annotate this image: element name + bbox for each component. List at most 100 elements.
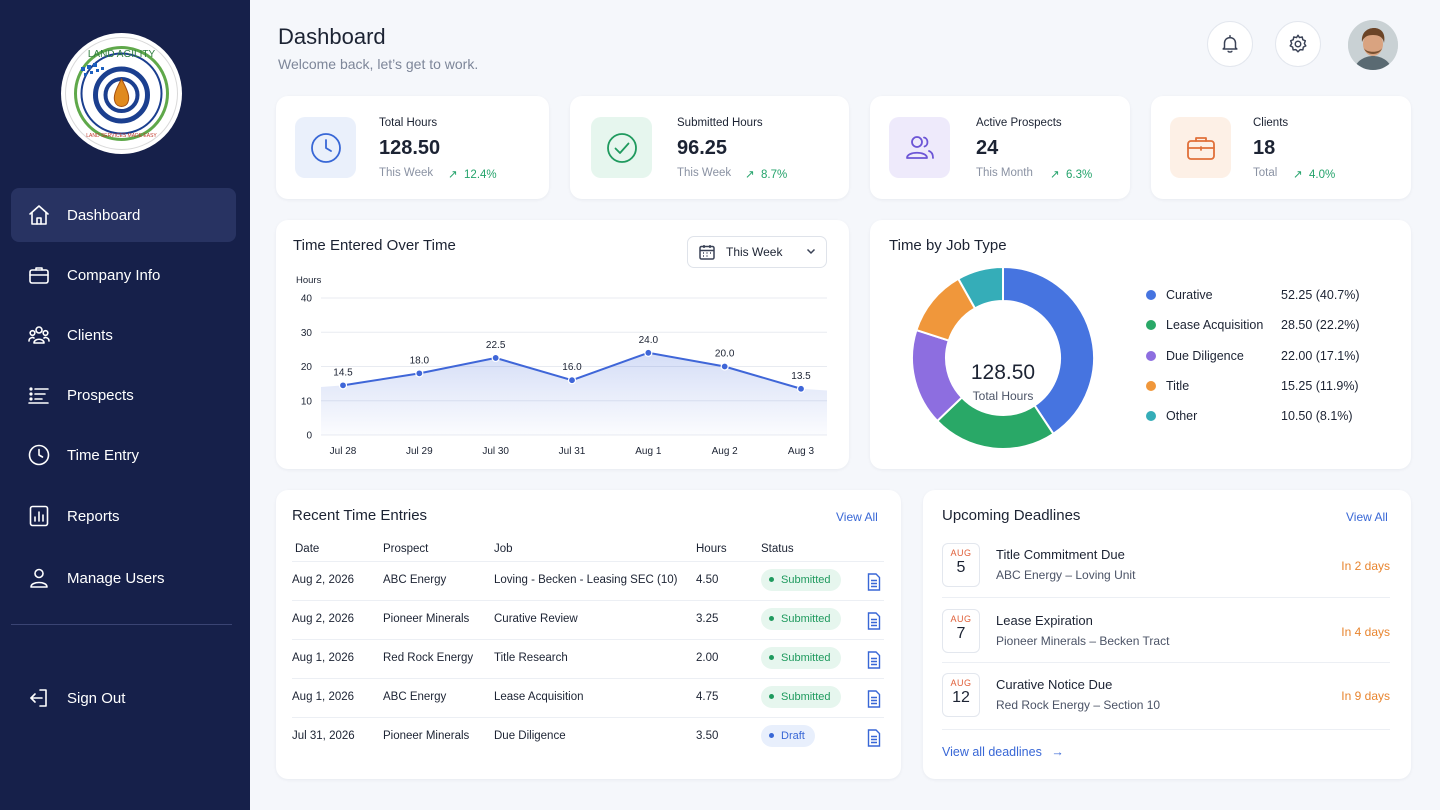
cell-job: Loving - Becken - Leasing SEC (10) (494, 574, 678, 586)
company-logo[interactable]: LAND AGILITY LAND SERVICES MADE EASY (61, 33, 182, 154)
data-point[interactable] (644, 348, 653, 357)
table-row[interactable]: Jul 31, 2026 Pioneer Minerals Due Dilige… (292, 717, 884, 756)
trend-up-icon: ↗ (448, 169, 458, 181)
sidebar-item-time-entry[interactable]: Time Entry (11, 428, 236, 482)
sidebar-item-manage-users[interactable]: Manage Users (11, 551, 236, 605)
page-title: Dashboard (278, 24, 386, 49)
sign-out-button[interactable]: Sign Out (11, 671, 236, 725)
recent-entries-title: Recent Time Entries (292, 507, 428, 524)
x-tick-label: Aug 1 (635, 446, 662, 457)
stat-card-active-prospects[interactable]: Active Prospects 24 This Month ↗ 6.3% (870, 96, 1130, 199)
date-range-dropdown[interactable]: This Week (687, 236, 827, 268)
stat-card-total-hours[interactable]: Total Hours 128.50 This Week ↗ 12.4% (276, 96, 549, 199)
deadline-month: AUG (950, 678, 972, 688)
avatar-photo (1348, 20, 1398, 70)
cell-date: Aug 2, 2026 (292, 613, 355, 625)
data-point[interactable] (567, 376, 577, 385)
sidebar-item-reports[interactable]: Reports (11, 489, 236, 543)
data-point[interactable] (491, 353, 500, 363)
stat-card-submitted-hours[interactable]: Submitted Hours 96.25 This Week ↗ 8.7% (570, 96, 849, 199)
data-point[interactable] (338, 381, 348, 390)
sidebar-divider (11, 624, 232, 625)
trend-value: 6.3% (1066, 169, 1093, 181)
deadline-month: AUG (950, 614, 972, 624)
divider (942, 597, 1390, 598)
table-row[interactable]: Aug 2, 2026 ABC Energy Loving - Becken -… (292, 561, 884, 600)
sidebar-item-label: Clients (67, 326, 113, 344)
data-label: 22.5 (486, 340, 506, 351)
stat-icon-box (591, 117, 652, 178)
notifications-button[interactable] (1207, 21, 1253, 67)
divider (942, 662, 1390, 663)
sidebar-item-label: Reports (67, 507, 120, 525)
y-tick-label: 40 (301, 294, 313, 305)
arrow-right-icon: → (1051, 745, 1064, 759)
table-row[interactable]: Aug 1, 2026 Red Rock Energy Title Resear… (292, 639, 884, 678)
settings-button[interactable] (1275, 21, 1321, 67)
page-subtitle: Welcome back, let’s get to work. (278, 56, 479, 72)
view-all-deadlines-link[interactable]: View all deadlines → (942, 745, 1064, 759)
column-header-date[interactable]: Date (295, 543, 320, 555)
series-line (342, 351, 802, 390)
x-tick-label: Aug 3 (788, 446, 815, 457)
data-label: 14.5 (333, 367, 353, 378)
document-icon[interactable] (866, 573, 882, 591)
clock-icon (310, 132, 341, 163)
column-header-hours[interactable]: Hours (696, 543, 727, 555)
stat-card-clients[interactable]: Clients 18 Total ↗ 4.0% (1151, 96, 1411, 199)
data-point[interactable] (796, 384, 806, 393)
recent-view-all-link[interactable]: View All (836, 510, 878, 524)
legend-label: Lease Acquisition (1166, 318, 1264, 333)
table-row[interactable]: Aug 2, 2026 Pioneer Minerals Curative Re… (292, 600, 884, 639)
table-row[interactable]: Aug 1, 2026 ABC Energy Lease Acquisition… (292, 678, 884, 717)
deadline-item[interactable]: AUG 5 Title Commitment Due ABC Energy – … (942, 543, 1390, 607)
document-icon[interactable] (866, 651, 882, 669)
home-icon (27, 203, 51, 227)
deadline-due: In 4 days (1341, 625, 1390, 639)
sign-out-icon (27, 686, 51, 710)
x-tick-label: Jul 29 (406, 446, 433, 457)
deadline-item[interactable]: AUG 7 Lease Expiration Pioneer Minerals … (942, 609, 1390, 673)
stat-period: Total (1253, 167, 1278, 179)
deadline-subtitle: Pioneer Minerals – Becken Tract (996, 634, 1170, 648)
trend-value: 12.4% (464, 169, 497, 181)
cell-prospect: Pioneer Minerals (383, 613, 470, 625)
column-header-job[interactable]: Job (494, 543, 513, 555)
cell-prospect: Red Rock Energy (383, 652, 474, 664)
stat-value: 24 (976, 137, 999, 159)
stat-trend: ↗ 6.3% (1050, 167, 1092, 181)
stat-trend: ↗ 4.0% (1293, 167, 1335, 181)
sidebar-item-clients[interactable]: Clients (11, 308, 236, 362)
sidebar-item-prospects[interactable]: Prospects (11, 368, 236, 422)
deadline-date-badge: AUG 7 (942, 609, 980, 653)
column-header-status[interactable]: Status (761, 543, 794, 555)
deadlines-title: Upcoming Deadlines (942, 507, 1081, 524)
stat-period: This Week (677, 167, 732, 179)
stat-icon-box (889, 117, 950, 178)
data-point[interactable] (415, 369, 424, 378)
sidebar-item-dashboard[interactable]: Dashboard (11, 188, 236, 242)
briefcase-icon (27, 263, 51, 287)
legend-swatch (1146, 290, 1156, 300)
status-badge: Submitted (761, 608, 841, 630)
document-icon[interactable] (866, 690, 882, 708)
check-circle-icon (606, 132, 637, 163)
stat-trend: ↗ 8.7% (745, 167, 787, 181)
deadline-subtitle: ABC Energy – Loving Unit (996, 568, 1136, 582)
legend-value: 28.50 (22.2%) (1281, 318, 1360, 333)
column-header-prospect[interactable]: Prospect (383, 543, 429, 555)
deadline-item[interactable]: AUG 12 Curative Notice Due Red Rock Ener… (942, 673, 1390, 737)
deadlines-view-all-link[interactable]: View All (1346, 510, 1388, 524)
user-avatar[interactable] (1348, 20, 1398, 70)
sidebar-item-company-info[interactable]: Company Info (11, 248, 236, 302)
pie-slice[interactable] (956, 265, 1004, 310)
data-point[interactable] (720, 362, 729, 371)
legend-value: 15.25 (11.9%) (1281, 378, 1359, 393)
document-icon[interactable] (866, 612, 882, 630)
list-filter-icon (27, 383, 51, 407)
y-tick-label: 10 (301, 396, 313, 407)
legend-value: 22.00 (17.1%) (1281, 348, 1360, 363)
users-icon (27, 323, 51, 347)
pie-slice[interactable] (1002, 265, 1095, 436)
document-icon[interactable] (866, 729, 882, 747)
